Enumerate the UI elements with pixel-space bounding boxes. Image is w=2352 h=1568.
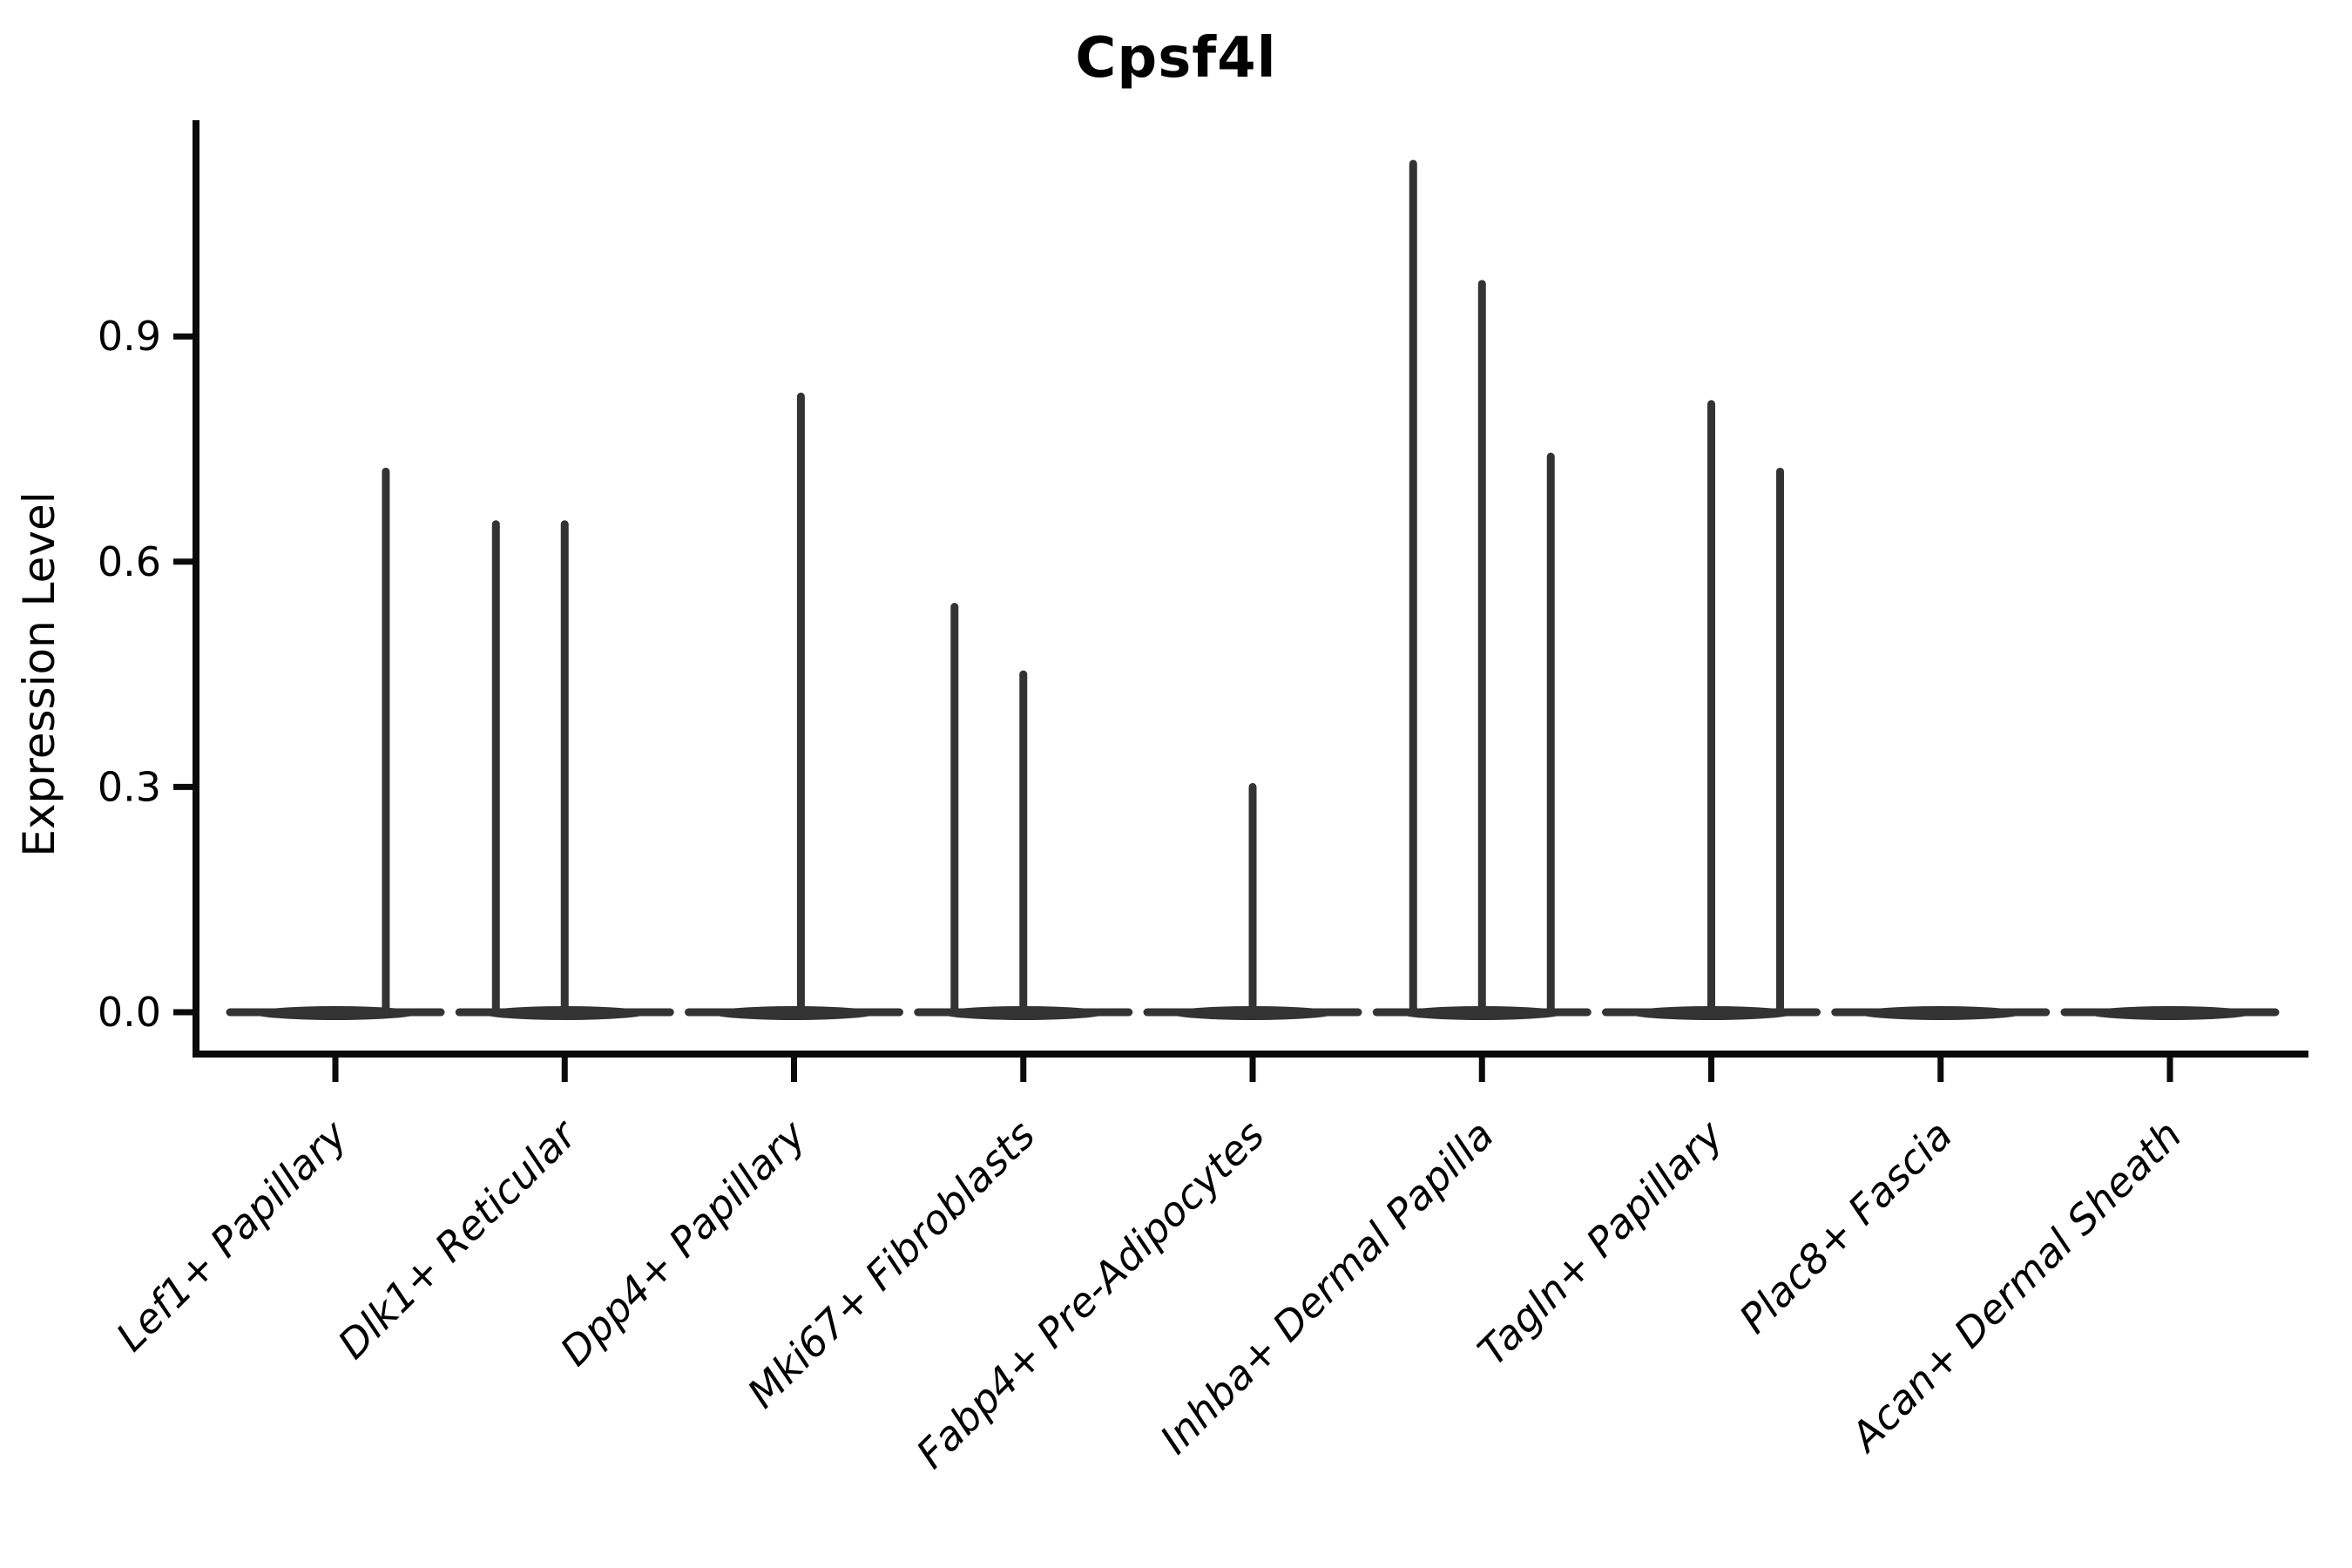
violin-body xyxy=(1856,1006,2024,1020)
x-tick-label: Dpp4+ Papillary xyxy=(551,1111,815,1375)
x-tick-label: Plac8+ Fascia xyxy=(1730,1112,1961,1342)
violin-body xyxy=(710,1006,878,1020)
violin-body xyxy=(2086,1006,2254,1020)
y-tick-label: 0.0 xyxy=(98,989,161,1036)
y-tick-label: 0.6 xyxy=(98,538,161,585)
x-tick-label: Dlk1+ Reticular xyxy=(328,1109,587,1368)
plot-title: Cpsf4l xyxy=(1075,26,1277,91)
y-axis-title: Expression Level xyxy=(14,491,64,856)
y-tick-label: 0.3 xyxy=(98,763,161,810)
y-tick-label: 0.9 xyxy=(98,313,161,360)
x-tick-label: Lef1+ Papillary xyxy=(107,1111,356,1360)
x-tick-label: Tagln+ Papillary xyxy=(1469,1111,1733,1375)
violin-body xyxy=(252,1006,419,1020)
